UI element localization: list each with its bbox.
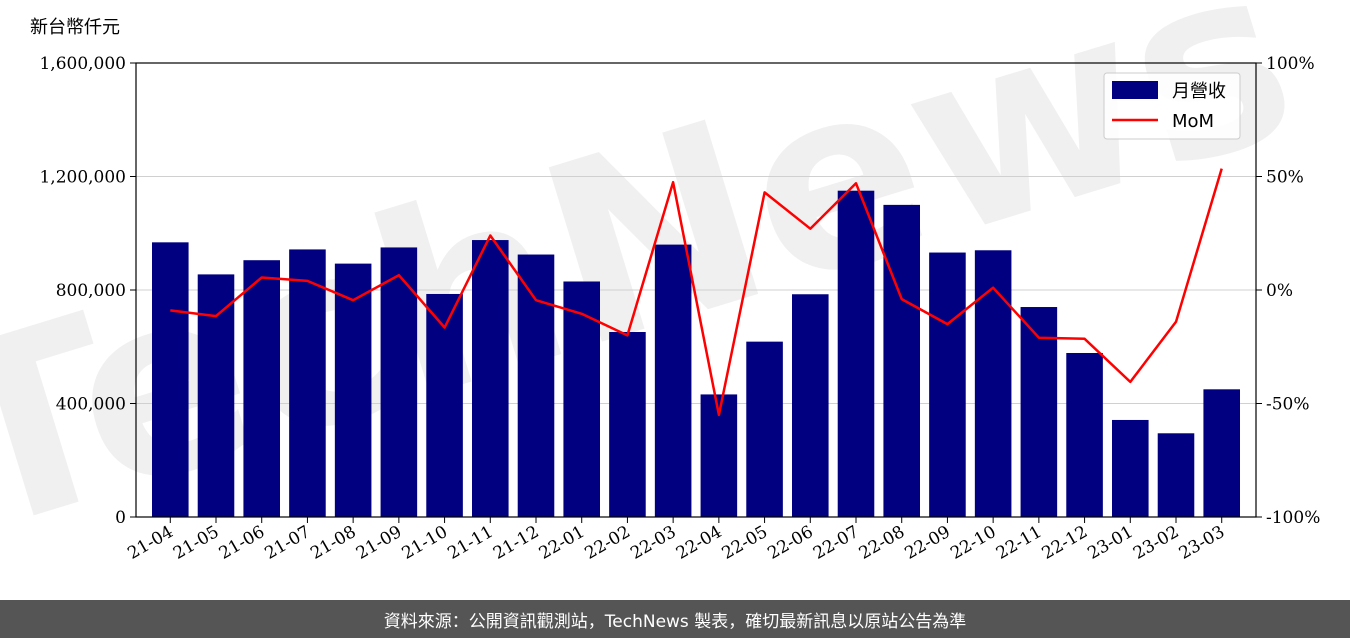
right-tick-label: 0% xyxy=(1266,281,1293,301)
x-tick-label: 21-11 xyxy=(444,522,496,564)
x-tick-label: 23-02 xyxy=(1130,522,1182,564)
unit-label: 新台幣仟元 xyxy=(30,17,120,38)
source-footer: 資料來源：公開資訊觀測站，TechNews 製表，確切最新訊息以原站公告為準 xyxy=(0,600,1350,638)
bar xyxy=(1112,419,1149,517)
right-tick-label: -100% xyxy=(1266,508,1320,528)
legend-label-mom: MoM xyxy=(1172,111,1214,132)
x-tick-label: 22-11 xyxy=(993,522,1045,564)
bar xyxy=(974,250,1012,517)
bar xyxy=(1203,389,1240,517)
x-tick-label: 22-12 xyxy=(1039,522,1091,564)
left-tick-label: 400,000 xyxy=(56,395,126,415)
bar xyxy=(746,341,783,517)
x-tick-label: 22-10 xyxy=(947,522,999,564)
bar xyxy=(426,293,463,517)
bar-series xyxy=(152,190,1240,518)
x-tick-label: 22-02 xyxy=(581,522,633,564)
bar xyxy=(472,240,509,517)
left-tick-label: 1,200,000 xyxy=(39,168,126,188)
x-tick-label: 22-05 xyxy=(719,522,771,564)
revenue-chart: TechNews 0400,000800,0001,200,0001,600,0… xyxy=(0,0,1323,590)
bar xyxy=(517,254,555,517)
x-tick-label: 22-09 xyxy=(901,522,953,564)
x-tick-label: 23-01 xyxy=(1084,522,1136,564)
x-tick-label: 22-01 xyxy=(536,522,588,564)
x-tick-label: 21-06 xyxy=(216,522,268,564)
bar xyxy=(563,281,600,517)
x-tick-label: 21-08 xyxy=(307,522,359,564)
bar xyxy=(289,249,326,517)
bar xyxy=(654,244,692,517)
left-tick-label: 800,000 xyxy=(56,281,126,301)
bar xyxy=(152,242,189,517)
x-tick-label: 22-04 xyxy=(673,522,725,564)
bar xyxy=(243,260,280,517)
bar xyxy=(1157,433,1195,517)
bar xyxy=(792,294,829,517)
bar xyxy=(1066,352,1103,517)
x-tick-label: 23-03 xyxy=(1176,522,1228,564)
bar xyxy=(197,274,235,517)
legend-label-revenue: 月營收 xyxy=(1172,81,1226,102)
mom-series xyxy=(170,168,1223,417)
bar xyxy=(883,204,920,517)
legend-swatch-bar xyxy=(1112,81,1158,99)
x-tick-label: 22-07 xyxy=(810,522,862,564)
left-tick-label: 1,600,000 xyxy=(39,54,126,74)
x-tick-label: 21-10 xyxy=(399,522,451,564)
bar xyxy=(380,247,418,517)
bar xyxy=(1020,307,1058,517)
left-tick-label: 0 xyxy=(115,508,126,528)
chart-area: TechNews 0 400,000 800,000 1,200,000 1,600,0… xyxy=(0,0,1323,590)
bar xyxy=(334,263,372,517)
right-tick-label: 50% xyxy=(1266,168,1304,188)
bar xyxy=(929,252,966,518)
mom-line xyxy=(170,168,1223,417)
x-tick-label: 22-08 xyxy=(856,522,908,564)
x-tick-label: 21-07 xyxy=(261,522,313,564)
x-tick-label: 21-09 xyxy=(353,522,405,564)
bar xyxy=(609,331,646,517)
x-tick-label: 22-06 xyxy=(764,522,816,564)
x-tick-label: 22-03 xyxy=(627,522,679,564)
bar xyxy=(837,190,875,517)
x-tick-label: 21-12 xyxy=(490,522,542,564)
right-tick-label: 100% xyxy=(1266,54,1315,74)
right-tick-label: -50% xyxy=(1266,395,1310,415)
legend: 月營收 MoM xyxy=(1103,72,1241,140)
